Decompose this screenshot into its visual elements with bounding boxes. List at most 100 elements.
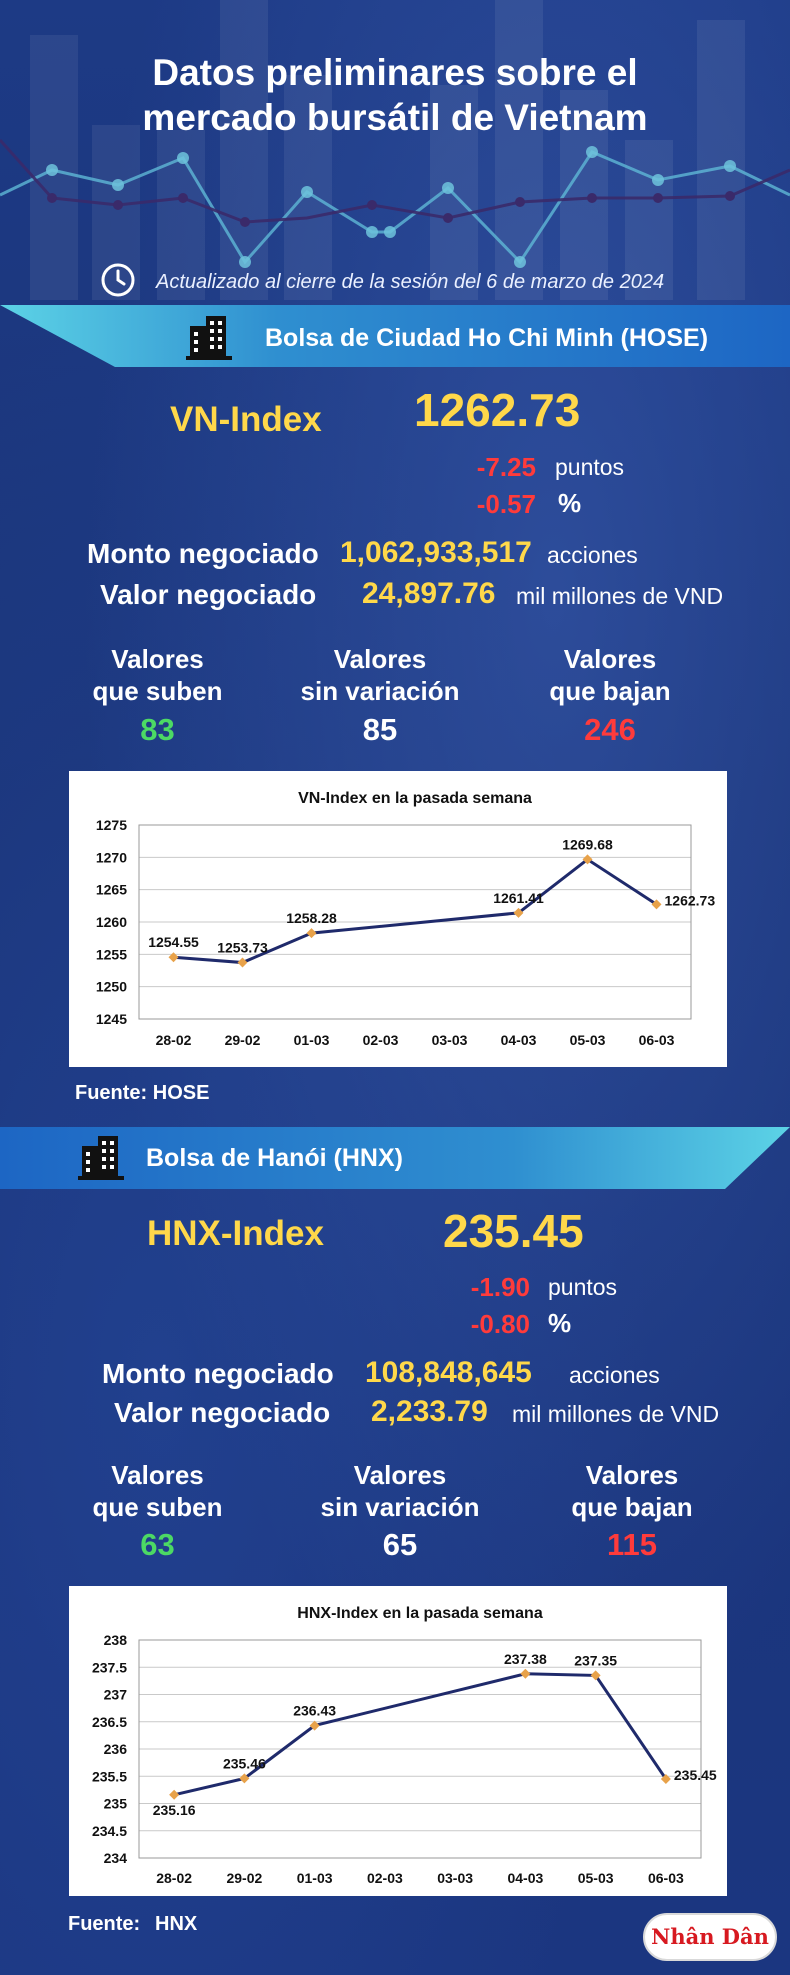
hnx-volume-label: Monto negociado <box>102 1358 334 1389</box>
vn-pct-label: % <box>558 488 582 518</box>
y-tick-label: 1245 <box>96 1011 127 1027</box>
vn-change-pct: -0.57 <box>476 489 536 519</box>
data-point <box>582 854 593 865</box>
hnx-flat-label-1: Valores <box>353 1460 447 1490</box>
vn-valuetraded-value: 24,897.76 <box>362 577 496 610</box>
plot-area <box>138 824 692 1020</box>
x-tick-label: 29-02 <box>226 1870 262 1886</box>
x-tick-label: 05-03 <box>570 1032 606 1048</box>
title-line-1: Datos preliminares sobre el <box>152 52 638 93</box>
vn-index-label: VN-Index <box>170 400 322 439</box>
hero-decoration <box>0 0 790 300</box>
hnx-volume-unit: acciones <box>569 1362 660 1388</box>
vn-valuetraded-label: Valor negociado <box>100 579 317 610</box>
y-tick-label: 235 <box>104 1796 128 1812</box>
x-tick-label: 04-03 <box>501 1032 537 1048</box>
x-tick-label: 03-03 <box>437 1870 473 1886</box>
data-label: 1261.41 <box>493 890 544 906</box>
hnx-up-label-2: que suben <box>92 1492 223 1522</box>
series-line <box>173 1672 668 1797</box>
hnx-banner <box>0 1127 790 1189</box>
data-label: 235.45 <box>674 1767 717 1783</box>
y-tick-label: 1270 <box>96 849 127 865</box>
data-point <box>306 928 317 939</box>
logo-text: Nhân Dân <box>651 1924 769 1949</box>
hnx-flat-value: 65 <box>382 1527 418 1562</box>
x-tick-label: 05-03 <box>578 1870 614 1886</box>
x-tick-label: 28-02 <box>156 1032 192 1048</box>
vn-volume-label: Monto negociado <box>87 538 319 569</box>
hnx-up-label-1: Valores <box>111 1460 204 1490</box>
updated-timestamp: Actualizado al cierre de la sesión del 6… <box>156 271 665 293</box>
y-tick-label: 1260 <box>96 914 127 930</box>
series-line <box>173 857 658 965</box>
title-line-2: mercado bursátil de Vietnam <box>142 97 648 138</box>
nhan-dan-logo: Nhân Dân <box>643 1913 777 1961</box>
x-tick-label: 06-03 <box>648 1870 684 1886</box>
vn-volume-unit: acciones <box>547 542 638 568</box>
vn-volume-value: 1,062,933,517 <box>340 536 532 569</box>
hnx-down-value: 115 <box>606 1527 657 1562</box>
vn-valuetraded-unit: mil millones de VND <box>516 583 724 609</box>
hnx-flat-label-2: sin variación <box>320 1492 480 1522</box>
data-label: 1269.68 <box>562 836 613 852</box>
vn-index-value: 1262.73 <box>414 384 581 436</box>
hose-exchange-name: Bolsa de Ciudad Ho Chi Minh (HOSE) <box>265 324 709 352</box>
hnx-down-label-1: Valores <box>585 1460 679 1490</box>
hnx-valuetraded-label: Valor negociado <box>114 1397 331 1428</box>
data-point <box>660 1773 671 1784</box>
data-point <box>513 907 524 918</box>
hnx-index-label: HNX-Index <box>147 1214 324 1253</box>
data-label: 236.43 <box>293 1703 336 1719</box>
y-tick-label: 1275 <box>96 817 127 833</box>
x-tick-label: 02-03 <box>367 1870 403 1886</box>
hnx-index-chart-svg: HNX-Index en la pasada semana 234 234.5 235… <box>92 1605 717 1886</box>
vn-up-label-1: Valores <box>111 644 204 674</box>
x-tick-label: 03-03 <box>432 1032 468 1048</box>
data-point <box>168 952 179 963</box>
data-label: 1258.28 <box>286 910 337 926</box>
data-label: 237.38 <box>504 1651 547 1667</box>
hnx-index-value: 235.45 <box>443 1205 584 1257</box>
vn-down-label-2: que bajan <box>549 676 671 706</box>
hnx-index-chart: HNX-Index en la pasada semana 234 234.5 235… <box>69 1586 727 1896</box>
vn-index-chart: VN-Index en la pasada semana 1245 1250 1255… <box>69 771 727 1067</box>
clock-icon <box>101 263 135 297</box>
y-tick-label: 237 <box>104 1687 128 1703</box>
hnx-change-pct: -0.80 <box>470 1309 530 1339</box>
hnx-exchange-name: Bolsa de Hanói (HNX) <box>146 1144 403 1172</box>
x-tick-label: 01-03 <box>294 1032 330 1048</box>
vn-flat-label-2: sin variación <box>300 676 460 706</box>
hose-source: Fuente: HOSE <box>75 1082 210 1104</box>
y-tick-label: 235.5 <box>92 1768 127 1784</box>
y-tick-label: 1255 <box>96 946 127 962</box>
hnx-up-value: 63 <box>140 1527 175 1562</box>
y-tick-label: 234 <box>104 1850 128 1866</box>
x-tick-label: 02-03 <box>363 1032 399 1048</box>
hnx-volume-value: 108,848,645 <box>365 1356 532 1389</box>
y-tick-label: 1250 <box>96 979 127 995</box>
building-icon <box>78 1136 124 1180</box>
vn-up-value: 83 <box>140 712 175 747</box>
plot-area <box>138 1639 702 1859</box>
hnx-valuetraded-unit: mil millones de VND <box>512 1401 720 1427</box>
y-tick-label: 238 <box>104 1632 128 1648</box>
hnx-pct-label: % <box>548 1308 572 1338</box>
data-point <box>169 1789 180 1800</box>
x-tick-label: 04-03 <box>507 1870 543 1886</box>
y-tick-label: 234.5 <box>92 1823 127 1839</box>
data-point <box>520 1668 531 1679</box>
x-tick-label: 28-02 <box>156 1870 192 1886</box>
x-tick-label: 06-03 <box>639 1032 675 1048</box>
vn-down-value: 246 <box>584 712 636 747</box>
y-tick-label: 1265 <box>96 882 127 898</box>
data-label: 1253.73 <box>217 940 268 956</box>
vn-up-label-2: que suben <box>92 676 223 706</box>
y-tick-label: 237.5 <box>92 1659 127 1675</box>
y-tick-label: 236.5 <box>92 1714 127 1730</box>
data-point <box>651 899 662 910</box>
data-label: 235.46 <box>223 1755 266 1771</box>
data-point <box>309 1720 320 1731</box>
building-icon <box>186 316 232 360</box>
data-label: 237.35 <box>574 1652 617 1668</box>
